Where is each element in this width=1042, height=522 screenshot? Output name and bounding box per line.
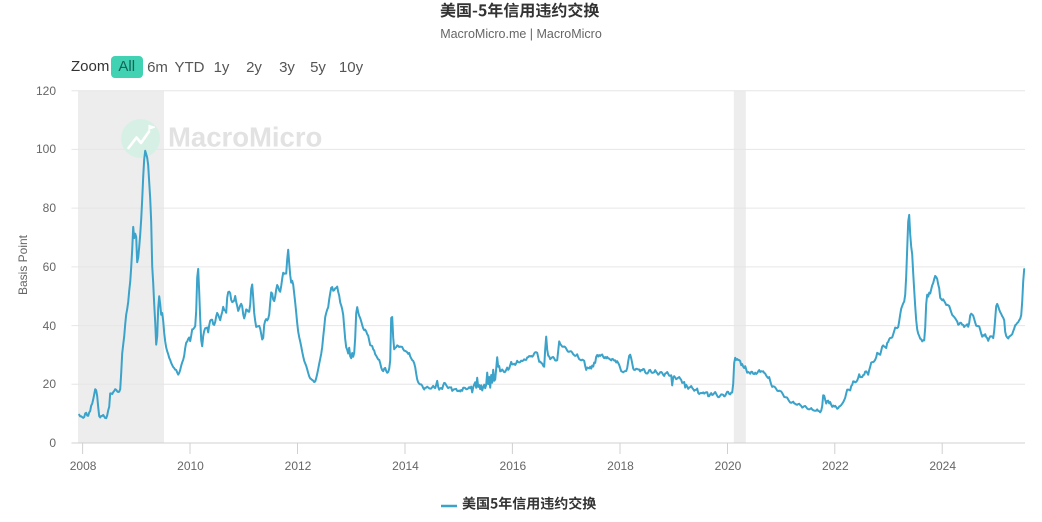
svg-text:MacroMicro: MacroMicro: [168, 122, 322, 153]
